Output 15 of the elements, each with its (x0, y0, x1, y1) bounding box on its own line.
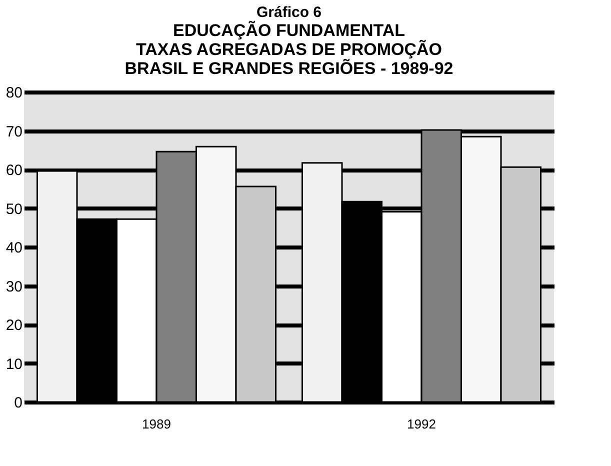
text: BRASIL E GRANDES REGIÕES - 1989-92 (124, 59, 454, 78)
y-tick-label: 30 (6, 278, 22, 296)
y-tick-label: 0 (14, 394, 22, 412)
x-tick-label: 1992 (407, 416, 436, 432)
x-tick-label: 1989 (142, 416, 171, 432)
y-tick-label: 80 (6, 84, 22, 102)
y-tick-label: 50 (6, 200, 22, 218)
text: EDUCAÇÃO FUNDAMENTAL (173, 21, 405, 40)
text: TAXAS AGREGADAS DE PROMOÇÃO (136, 40, 442, 59)
y-tick-label: 70 (6, 123, 22, 140)
y-tick-label: 20 (6, 317, 22, 334)
y-tick-label: 60 (6, 162, 22, 179)
chart-title: Gráfico 6 (256, 4, 322, 21)
y-tick-label: 40 (6, 240, 22, 256)
y-tick-label: 10 (6, 356, 22, 373)
